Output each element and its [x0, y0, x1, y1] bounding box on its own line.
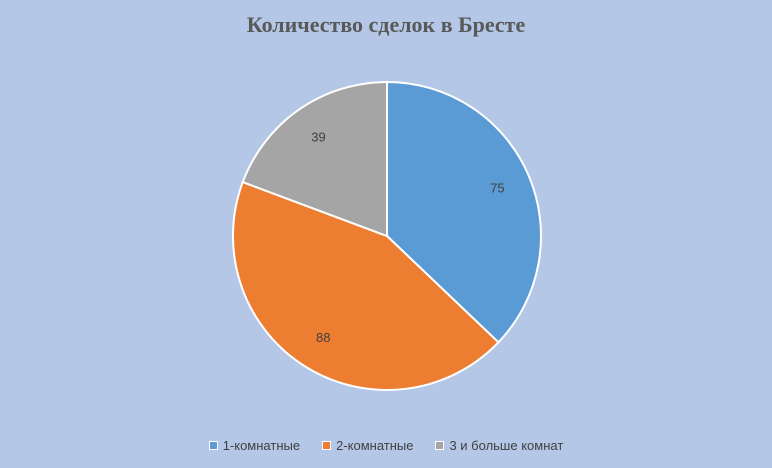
legend-label-3plus-rooms: 3 и больше комнат [449, 438, 564, 453]
slice-3plus-rooms [241, 80, 388, 238]
chart-title: Количество сделок в Бресте [246, 12, 526, 37]
legend-swatch-1-room [208, 441, 218, 450]
slice-1-room [386, 80, 542, 344]
legend-label-1-room: 1-комнатные [222, 438, 301, 453]
data-label-3plus-rooms: 39 [311, 129, 325, 144]
legend-item-1-room: 1-комнатные [208, 438, 301, 453]
data-label-2-room: 88 [316, 330, 330, 345]
legend-item-2-room: 2-комнатные [322, 438, 413, 453]
legend-item-3plus-rooms: 3 и больше комнат [435, 438, 563, 453]
legend-swatch-2-room [322, 441, 332, 450]
legend-swatch-3plus-rooms [435, 441, 445, 450]
slice-2-room [232, 180, 500, 391]
legend-label-2-room: 2-комнатные [336, 438, 414, 453]
legend: 1-комнатные 2-комнатные 3 и больше комна… [0, 438, 772, 453]
data-label-1-room: 75 [490, 181, 504, 196]
